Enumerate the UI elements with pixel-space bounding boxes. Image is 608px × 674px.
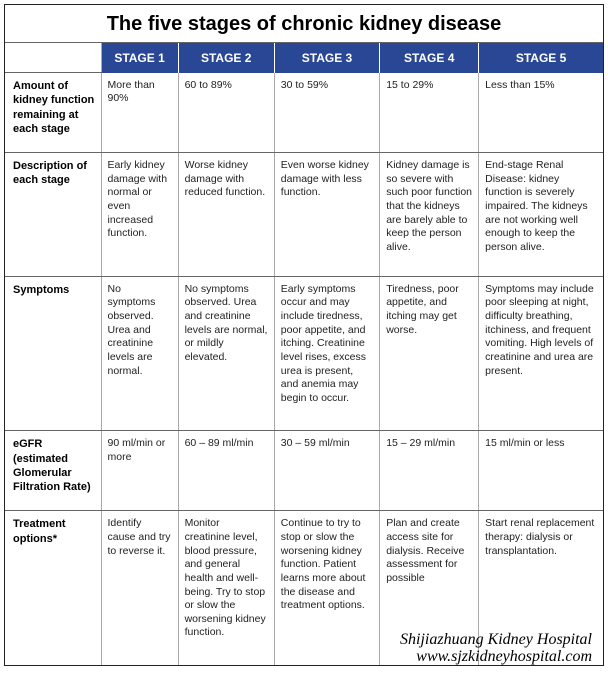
cell: Even worse kidney damage with less funct… bbox=[274, 153, 379, 277]
row-function: Amount of kidney function remaining at e… bbox=[5, 73, 603, 153]
cell: Monitor creatinine level, blood pressure… bbox=[178, 511, 274, 665]
row-treatment: Treatment options* Identify cause and tr… bbox=[5, 511, 603, 665]
cell: 15 ml/min or less bbox=[479, 431, 603, 511]
row-label: Description of each stage bbox=[5, 153, 101, 277]
cell: Plan and create access site for dialysis… bbox=[380, 511, 479, 665]
cell: End-stage Renal Disease: kidney function… bbox=[479, 153, 603, 277]
cell: Early symptoms occur and may include tir… bbox=[274, 276, 379, 431]
row-label: eGFR (estimated Glomerular Filtration Ra… bbox=[5, 431, 101, 511]
cell: Kidney damage is so severe with such poo… bbox=[380, 153, 479, 277]
row-label: Amount of kidney function remaining at e… bbox=[5, 73, 101, 153]
row-symptoms: Symptoms No symptoms observed. Urea and … bbox=[5, 276, 603, 431]
cell: More than 90% bbox=[101, 73, 178, 153]
row-label: Treatment options* bbox=[5, 511, 101, 665]
cell: No symptoms observed. Urea and creatinin… bbox=[178, 276, 274, 431]
cell: 15 to 29% bbox=[380, 73, 479, 153]
header-stage-2: STAGE 2 bbox=[178, 43, 274, 73]
cell: 30 to 59% bbox=[274, 73, 379, 153]
row-label: Symptoms bbox=[5, 276, 101, 431]
header-stage-3: STAGE 3 bbox=[274, 43, 379, 73]
cell: 30 – 59 ml/min bbox=[274, 431, 379, 511]
cell: 15 – 29 ml/min bbox=[380, 431, 479, 511]
cell: Worse kidney damage with reduced functio… bbox=[178, 153, 274, 277]
cell: Less than 15% bbox=[479, 73, 603, 153]
cell: Early kidney damage with normal or even … bbox=[101, 153, 178, 277]
cell: Symptoms may include poor sleeping at ni… bbox=[479, 276, 603, 431]
header-blank bbox=[5, 43, 101, 73]
cell: Start renal replacement therapy: dialysi… bbox=[479, 511, 603, 665]
header-row: STAGE 1 STAGE 2 STAGE 3 STAGE 4 STAGE 5 bbox=[5, 43, 603, 73]
header-stage-4: STAGE 4 bbox=[380, 43, 479, 73]
cell: No symptoms observed. Urea and creatinin… bbox=[101, 276, 178, 431]
page-title: The five stages of chronic kidney diseas… bbox=[5, 5, 603, 43]
cell: 60 – 89 ml/min bbox=[178, 431, 274, 511]
cell: Identify cause and try to reverse it. bbox=[101, 511, 178, 665]
cell: 60 to 89% bbox=[178, 73, 274, 153]
cell: Continue to try to stop or slow the wors… bbox=[274, 511, 379, 665]
cell: Tiredness, poor appetite, and itching ma… bbox=[380, 276, 479, 431]
cell: 90 ml/min or more bbox=[101, 431, 178, 511]
header-stage-1: STAGE 1 bbox=[101, 43, 178, 73]
table-container: The five stages of chronic kidney diseas… bbox=[4, 4, 604, 666]
stages-table: STAGE 1 STAGE 2 STAGE 3 STAGE 4 STAGE 5 … bbox=[5, 43, 603, 665]
row-description: Description of each stage Early kidney d… bbox=[5, 153, 603, 277]
header-stage-5: STAGE 5 bbox=[479, 43, 603, 73]
row-egfr: eGFR (estimated Glomerular Filtration Ra… bbox=[5, 431, 603, 511]
